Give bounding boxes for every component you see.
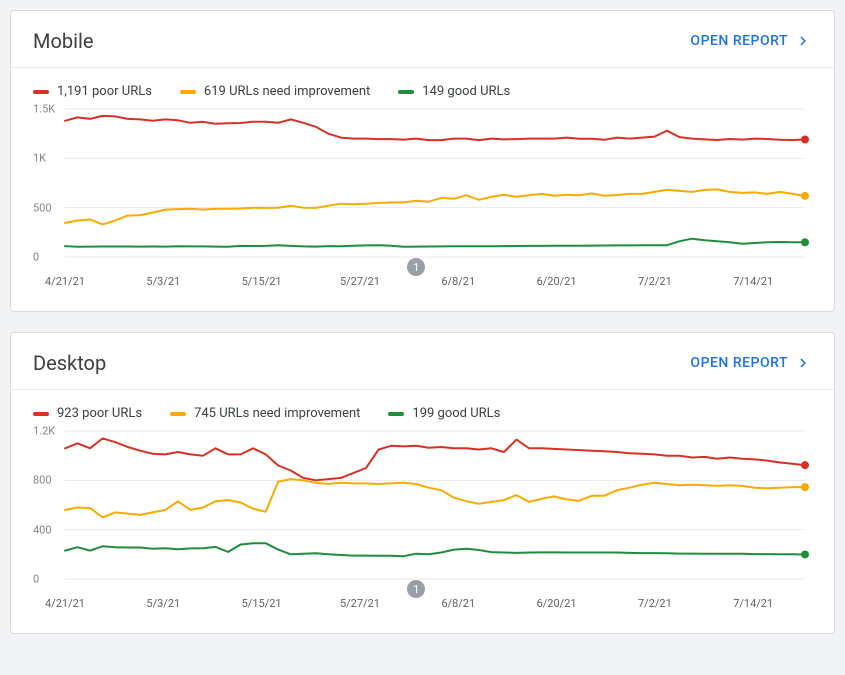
- legend-item-poor: 923 poor URLs: [33, 406, 142, 421]
- chevron-right-icon: [794, 354, 812, 372]
- x-tick-label: 7/2/21: [638, 275, 672, 288]
- y-tick-label: 1.5K: [33, 103, 55, 116]
- legend-swatch: [33, 412, 49, 416]
- card-desktop: Desktop OPEN REPORT 923 poor URLs 745 URLs …: [10, 332, 835, 634]
- end-dot-poor: [801, 461, 809, 469]
- chart-wrap: 05001K1.5K14/21/215/3/215/15/215/27/216/…: [11, 107, 834, 311]
- x-tick-label: 4/21/21: [45, 597, 85, 610]
- legend-text: 149 good URLs: [422, 84, 510, 99]
- chart-svg: [33, 429, 817, 583]
- legend: 923 poor URLs 745 URLs need improvement 19…: [11, 390, 834, 429]
- chevron-right-icon: [794, 32, 812, 50]
- card-header: Mobile OPEN REPORT: [11, 11, 834, 68]
- y-tick-label: 0: [33, 251, 39, 264]
- legend-swatch: [180, 90, 196, 94]
- legend-swatch: [398, 90, 414, 94]
- legend-item-good: 149 good URLs: [398, 84, 510, 99]
- card-title: Mobile: [33, 29, 93, 53]
- series-line-poor: [65, 116, 805, 140]
- series-line-good: [65, 239, 805, 247]
- end-dot-good: [801, 238, 809, 246]
- legend-text: 745 URLs need improvement: [194, 406, 360, 421]
- chart-wrap: 04008001.2K14/21/215/3/215/15/215/27/216…: [11, 429, 834, 633]
- x-tick-label: 5/15/21: [242, 597, 282, 610]
- x-tick-label: 7/2/21: [638, 597, 672, 610]
- x-tick-label: 6/8/21: [441, 275, 475, 288]
- legend-item-needs_improvement: 619 URLs need improvement: [180, 84, 370, 99]
- x-tick-label: 5/3/21: [146, 597, 180, 610]
- x-tick-label: 7/14/21: [733, 275, 773, 288]
- legend-item-good: 199 good URLs: [388, 406, 500, 421]
- x-tick-label: 5/27/21: [340, 597, 380, 610]
- legend-text: 619 URLs need improvement: [204, 84, 370, 99]
- y-tick-label: 500: [33, 201, 52, 214]
- open-report-label: OPEN REPORT: [690, 33, 788, 49]
- chart-area: 04008001.2K1: [33, 429, 812, 583]
- legend-text: 199 good URLs: [412, 406, 500, 421]
- end-dot-poor: [801, 135, 809, 143]
- card-header: Desktop OPEN REPORT: [11, 333, 834, 390]
- x-tick-label: 5/15/21: [242, 275, 282, 288]
- x-tick-label: 4/21/21: [45, 275, 85, 288]
- x-axis-labels: 4/21/215/3/215/15/215/27/216/8/216/20/21…: [65, 597, 805, 617]
- x-tick-label: 5/27/21: [340, 275, 380, 288]
- chart-svg: [33, 107, 817, 261]
- open-report-link[interactable]: OPEN REPORT: [690, 32, 812, 50]
- open-report-label: OPEN REPORT: [690, 355, 788, 371]
- x-tick-label: 6/20/21: [537, 275, 577, 288]
- legend-swatch: [33, 90, 49, 94]
- series-line-poor: [65, 438, 805, 480]
- legend-item-poor: 1,191 poor URLs: [33, 84, 152, 99]
- card-mobile: Mobile OPEN REPORT 1,191 poor URLs 619 URLs…: [10, 10, 835, 312]
- event-marker[interactable]: 1: [407, 258, 425, 276]
- y-tick-label: 1.2K: [33, 425, 55, 438]
- legend-swatch: [388, 412, 404, 416]
- x-axis-labels: 4/21/215/3/215/15/215/27/216/8/216/20/21…: [65, 275, 805, 295]
- cards-root: Mobile OPEN REPORT 1,191 poor URLs 619 URLs…: [10, 10, 835, 634]
- legend: 1,191 poor URLs 619 URLs need improvement…: [11, 68, 834, 107]
- x-tick-label: 6/20/21: [537, 597, 577, 610]
- series-line-needs_improvement: [65, 479, 805, 517]
- open-report-link[interactable]: OPEN REPORT: [690, 354, 812, 372]
- x-tick-label: 6/8/21: [441, 597, 475, 610]
- y-tick-label: 400: [33, 523, 52, 536]
- x-tick-label: 7/14/21: [733, 597, 773, 610]
- chart-area: 05001K1.5K1: [33, 107, 812, 261]
- end-dot-good: [801, 550, 809, 558]
- legend-item-needs_improvement: 745 URLs need improvement: [170, 406, 360, 421]
- x-tick-label: 5/3/21: [146, 275, 180, 288]
- series-line-good: [65, 543, 805, 556]
- legend-text: 1,191 poor URLs: [57, 84, 152, 99]
- legend-text: 923 poor URLs: [57, 406, 142, 421]
- y-tick-label: 800: [33, 474, 52, 487]
- y-tick-label: 0: [33, 573, 39, 586]
- end-dot-needs_improvement: [801, 192, 809, 200]
- legend-swatch: [170, 412, 186, 416]
- event-marker[interactable]: 1: [407, 580, 425, 598]
- series-line-needs_improvement: [65, 189, 805, 224]
- end-dot-needs_improvement: [801, 483, 809, 491]
- y-tick-label: 1K: [33, 152, 46, 165]
- card-title: Desktop: [33, 351, 106, 375]
